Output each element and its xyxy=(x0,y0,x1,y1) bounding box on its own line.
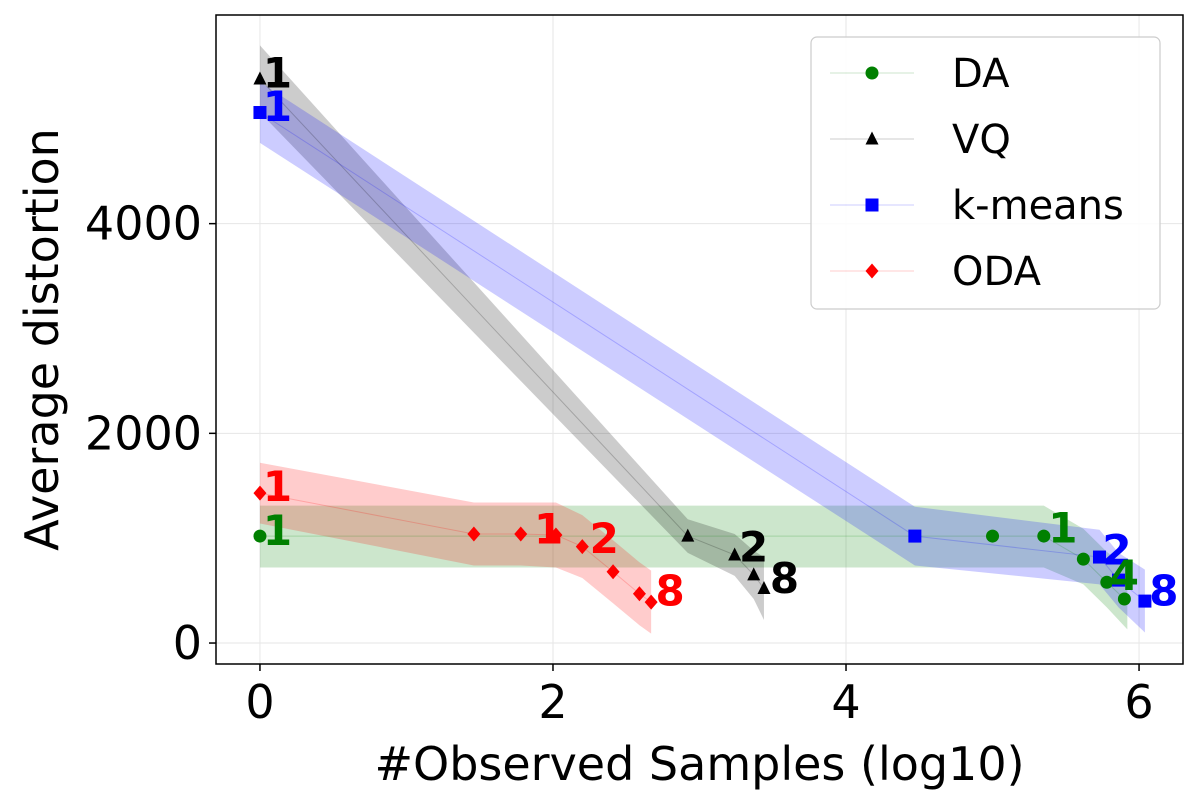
x-tick-label-2: 4 xyxy=(831,675,860,729)
annotation-12: 8 xyxy=(1149,567,1178,616)
da-point-5 xyxy=(1117,592,1131,606)
oda-point-1 xyxy=(467,526,481,542)
k-means-point-3 xyxy=(1112,573,1126,587)
x-tick-label-0: 0 xyxy=(245,675,274,729)
legend-oda-label: ODA xyxy=(952,249,1042,295)
oda-point-6 xyxy=(632,586,646,602)
data-points xyxy=(253,71,1152,610)
da-point-0 xyxy=(253,529,267,543)
x-axis-label: #Observed Samples (log10) xyxy=(374,737,1024,791)
y-axis-ticks: 0 2000 4000 xyxy=(85,197,216,670)
k-means-point-4 xyxy=(1138,594,1152,608)
annotation-10: 2 xyxy=(1102,526,1131,575)
oda-band xyxy=(259,462,652,634)
k-means-point-0 xyxy=(253,106,267,120)
da-point-3 xyxy=(1076,552,1090,566)
da-point-2 xyxy=(1037,529,1051,543)
oda-point-3 xyxy=(549,527,563,543)
oda-point-5 xyxy=(606,564,620,580)
annotation-9: 1 xyxy=(1048,504,1077,553)
x-tick-label-3: 6 xyxy=(1124,675,1153,729)
annotation-2: 1 xyxy=(263,462,292,511)
y-tick-label-0: 0 xyxy=(173,616,202,670)
vq-point-1 xyxy=(681,528,695,542)
legend-box xyxy=(810,36,1161,310)
x-tick-label-1: 2 xyxy=(538,675,567,729)
vq-point-3 xyxy=(747,567,761,581)
legend-da-label: DA xyxy=(952,51,1010,97)
annotation-8: 8 xyxy=(770,554,799,603)
annotation-4: 1 xyxy=(534,505,563,554)
vq-point-2 xyxy=(728,547,742,561)
k-means-band xyxy=(259,82,1145,633)
legend-k-means-label: k-means xyxy=(952,183,1124,229)
annotation-11: 4 xyxy=(1110,551,1139,600)
oda-point-0 xyxy=(253,485,267,501)
legend-vq-label: VQ xyxy=(952,117,1011,163)
vq-point-4 xyxy=(757,581,771,595)
annotation-3: 1 xyxy=(263,506,292,555)
plot-frame xyxy=(215,14,1184,665)
annotation-7: 2 xyxy=(739,523,768,572)
annotation-1: 1 xyxy=(263,82,292,131)
legend-oda-marker xyxy=(865,263,879,279)
oda-point-7 xyxy=(644,594,658,610)
k-means-point-2 xyxy=(1092,550,1106,564)
y-tick-label-1: 2000 xyxy=(85,406,202,460)
annotation-0: 1 xyxy=(263,49,292,98)
vq-band xyxy=(259,45,764,620)
legend-vq-marker xyxy=(865,131,879,145)
vq-point-0 xyxy=(253,71,267,85)
da-point-4 xyxy=(1100,575,1114,589)
da-point-1 xyxy=(986,529,1000,543)
legend-da-marker xyxy=(865,66,879,80)
annotation-5: 2 xyxy=(590,514,619,563)
k-means-point-1 xyxy=(908,529,922,543)
legend: DA VQ k-means ODA xyxy=(810,36,1161,310)
oda-point-4 xyxy=(575,539,589,555)
legend-k-means-marker xyxy=(865,198,879,212)
x-axis-ticks: 0 2 4 6 xyxy=(245,664,1154,729)
oda-line xyxy=(259,492,652,603)
y-axis-label: Average distortion xyxy=(15,128,69,551)
oda-point-2 xyxy=(514,526,528,542)
annotation-6: 8 xyxy=(656,567,685,616)
y-tick-label-2: 4000 xyxy=(85,197,202,251)
